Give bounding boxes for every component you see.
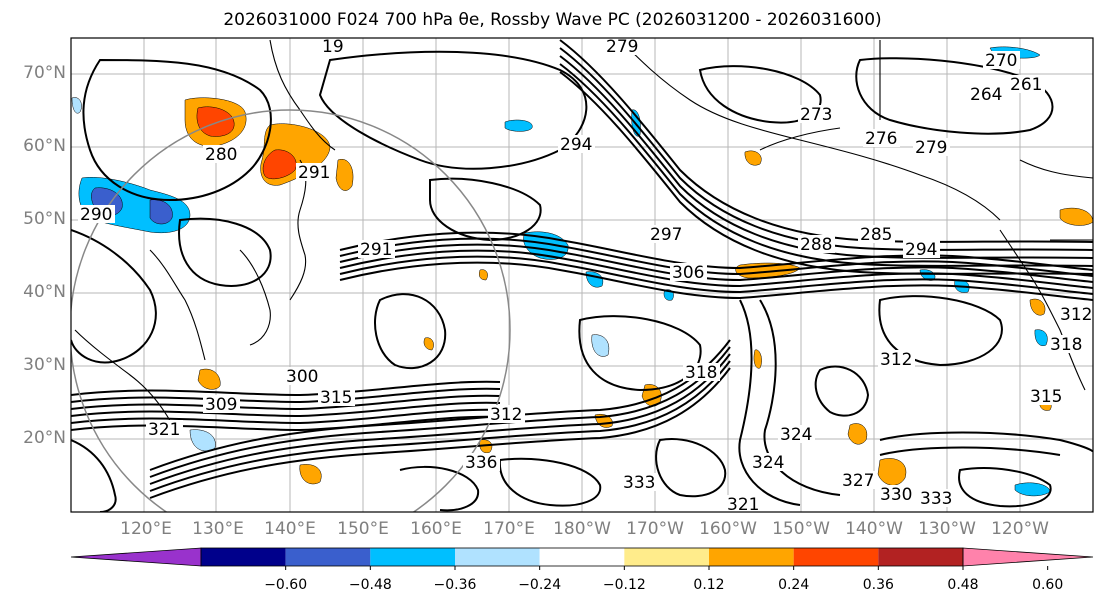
- colorbar-tick-label: 0.24: [778, 577, 810, 593]
- figure-title: 2026031000 F024 700 hPa θe, Rossby Wave …: [223, 10, 882, 30]
- contour-label: 280: [205, 145, 237, 165]
- contour-label: 290: [80, 205, 112, 225]
- contour-label: 336: [465, 453, 497, 473]
- colorbar-extend-max: [962, 547, 1094, 567]
- contour-label: 291: [298, 163, 330, 183]
- contour-label: 324: [752, 453, 784, 473]
- longitude-label: 140°E: [264, 519, 316, 539]
- contour-label: 279: [606, 37, 638, 57]
- contour-label: 309: [205, 395, 237, 415]
- longitude-label: 160°E: [410, 519, 462, 539]
- colorbar-segment: [709, 548, 794, 566]
- contour-label: 297: [650, 225, 682, 245]
- colorbar-tick-label: −0.12: [602, 577, 646, 593]
- contour-label: 306: [672, 263, 704, 283]
- contour-label: 315: [320, 388, 352, 408]
- contour-label: 327: [842, 471, 874, 491]
- longitude-label: 170°E: [483, 519, 535, 539]
- colorbar-tick-label: 0.36: [862, 577, 894, 593]
- contour-label: 315: [1030, 387, 1062, 407]
- colorbar-tick-label: −0.48: [348, 577, 392, 593]
- colorbar-segment: [455, 548, 540, 566]
- longitude-label: 130°E: [192, 519, 244, 539]
- longitude-label: 140°W: [845, 519, 903, 539]
- longitude-label: 160°W: [699, 519, 757, 539]
- colorbar-extend-min: [70, 547, 202, 567]
- colorbar-tick-label: −0.60: [264, 577, 308, 593]
- contour-label: 318: [1050, 335, 1082, 355]
- longitude-label: 150°W: [772, 519, 830, 539]
- contour-label: 276: [865, 129, 897, 149]
- contour-label: 312: [880, 350, 912, 370]
- colorbar-segment: [285, 548, 371, 566]
- contour-label: 312: [490, 405, 522, 425]
- theta-e-contours: [71, 39, 1093, 512]
- contour-label: 288: [800, 235, 832, 255]
- contour-label: 333: [623, 473, 655, 493]
- contour-label: 19: [322, 37, 344, 57]
- contour-label: 300: [286, 367, 318, 387]
- contour-label: 279: [915, 138, 947, 158]
- colorbar-segment: [624, 548, 709, 566]
- latitude-label: 40°N: [23, 282, 66, 302]
- colorbar-tick-label: −0.36: [433, 577, 477, 593]
- longitude-label: 150°E: [337, 519, 389, 539]
- contour-label: 273: [800, 105, 832, 125]
- colorbar-tick-label: 0.12: [693, 577, 725, 593]
- colorbar-segment: [878, 548, 963, 566]
- colorbar-segment: [539, 548, 625, 566]
- latitude-label: 50°N: [23, 209, 66, 229]
- contour-label: 264: [970, 85, 1002, 105]
- contour-label: 318: [685, 363, 717, 383]
- colorbar-tick-label: 0.60: [1032, 577, 1064, 593]
- contour-label: 312: [1060, 305, 1092, 325]
- contour-label: 321: [727, 495, 759, 515]
- latitude-label: 70°N: [23, 63, 66, 83]
- contour-label: 261: [1010, 75, 1042, 95]
- contour-label: 270: [985, 51, 1017, 71]
- colorbar-segment: [793, 548, 879, 566]
- latitude-label: 30°N: [23, 355, 66, 375]
- colorbar-segment: [201, 548, 286, 566]
- contour-label: 294: [905, 240, 937, 260]
- colorbar-segment: [370, 548, 455, 566]
- latitude-label: 60°N: [23, 136, 66, 156]
- longitude-label: 170°W: [626, 519, 684, 539]
- contour-label: 324: [780, 425, 812, 445]
- latitude-label: 20°N: [23, 428, 66, 448]
- contour-label: 291: [360, 240, 392, 260]
- colorbar-tick-label: 0.48: [947, 577, 979, 593]
- longitude-label: 120°W: [991, 519, 1049, 539]
- contour-label: 321: [148, 420, 180, 440]
- contour-label: 285: [860, 225, 892, 245]
- longitude-label: 180°W: [553, 519, 611, 539]
- contour-label: 330: [880, 485, 912, 505]
- longitude-label: 120°E: [120, 519, 172, 539]
- contour-labels: 279 270 264 273 276 279 261 294 291 285 294 288 297 3…: [78, 37, 1093, 515]
- longitude-label: 130°W: [918, 519, 976, 539]
- contour-label: 333: [920, 489, 952, 509]
- colorbar-tick-label: −0.24: [518, 577, 562, 593]
- contour-label: 294: [560, 135, 592, 155]
- great-circle-marker: [71, 109, 511, 512]
